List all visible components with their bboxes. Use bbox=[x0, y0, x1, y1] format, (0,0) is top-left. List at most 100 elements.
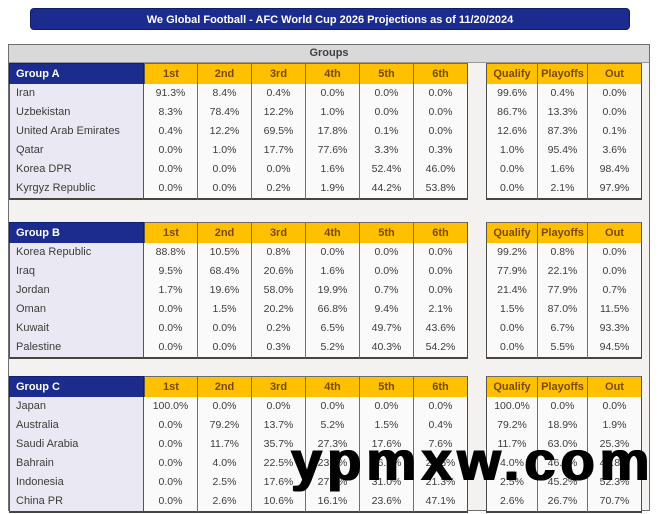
team-row: Indonesia 0.0% 2.5% 17.6% 27.6% 31.0% 21.3% 2.5… bbox=[9, 473, 649, 493]
group-name-cell: Group C bbox=[9, 376, 144, 399]
header-gap-cell bbox=[468, 222, 486, 245]
group-header-row: Group B 1st 2nd 3rd 4th 5th 6th Qualify Playoffs… bbox=[9, 222, 649, 245]
position-cell: 7.6% bbox=[414, 435, 468, 455]
outcome-cell: 0.8% bbox=[538, 243, 588, 263]
position-cell: 0.0% bbox=[360, 397, 414, 417]
position-cell: 17.6% bbox=[252, 473, 306, 493]
position-cell: 100.0% bbox=[144, 397, 198, 417]
outcome-cell: 0.7% bbox=[588, 281, 642, 301]
outcome-cell: 6.7% bbox=[538, 319, 588, 339]
outcome-cell: 1.6% bbox=[538, 160, 588, 180]
position-header-cell: 6th bbox=[414, 222, 468, 245]
position-cell: 1.7% bbox=[144, 281, 198, 301]
outcome-cell: 0.0% bbox=[486, 319, 538, 339]
outcome-cell: 1.0% bbox=[486, 141, 538, 161]
position-cell: 10.6% bbox=[252, 492, 306, 513]
outcome-cell: 13.3% bbox=[538, 103, 588, 123]
outcome-cell: 0.0% bbox=[538, 397, 588, 417]
position-cell: 0.0% bbox=[144, 454, 198, 474]
position-cell: 0.4% bbox=[252, 84, 306, 104]
title-bar: We Global Football - AFC World Cup 2026 … bbox=[30, 8, 630, 30]
row-gap-cell bbox=[468, 122, 486, 142]
position-cell: 9.5% bbox=[144, 262, 198, 282]
group-rows: Korea Republic 88.8% 10.5% 0.8% 0.0% 0.0% 0.0%… bbox=[9, 243, 649, 359]
team-row: Kuwait 0.0% 0.0% 0.2% 6.5% 49.7% 43.6% 0.0% 6.7%… bbox=[9, 319, 649, 339]
outcome-cell: 94.5% bbox=[588, 338, 642, 359]
position-cell: 19.9% bbox=[306, 281, 360, 301]
row-gap-cell bbox=[468, 103, 486, 123]
outcome-header-cell: Playoffs bbox=[538, 222, 588, 245]
position-header-cell: 1st bbox=[144, 222, 198, 245]
position-cell: 0.0% bbox=[306, 84, 360, 104]
position-cell: 0.4% bbox=[144, 122, 198, 142]
position-cell: 68.4% bbox=[198, 262, 252, 282]
position-cell: 0.0% bbox=[360, 262, 414, 282]
position-cell: 12.2% bbox=[198, 122, 252, 142]
group-name-cell: Group A bbox=[9, 63, 144, 86]
position-header-cell: 6th bbox=[414, 376, 468, 399]
team-row: Korea Republic 88.8% 10.5% 0.8% 0.0% 0.0% 0.0%… bbox=[9, 243, 649, 263]
team-name-cell: Australia bbox=[9, 416, 144, 436]
position-cell: 23.6% bbox=[414, 454, 468, 474]
position-cell: 0.0% bbox=[360, 84, 414, 104]
team-row: Korea DPR 0.0% 0.0% 0.0% 1.6% 52.4% 46.0% 0.0% 1… bbox=[9, 160, 649, 180]
position-cell: 0.0% bbox=[198, 160, 252, 180]
group-name-cell: Group B bbox=[9, 222, 144, 245]
outcome-cell: 0.0% bbox=[588, 397, 642, 417]
position-cell: 0.0% bbox=[198, 319, 252, 339]
row-gap-cell bbox=[468, 492, 486, 513]
position-cell: 0.0% bbox=[198, 179, 252, 200]
team-name-cell: Saudi Arabia bbox=[9, 435, 144, 455]
position-cell: 79.2% bbox=[198, 416, 252, 436]
position-cell: 17.6% bbox=[360, 435, 414, 455]
position-cell: 0.0% bbox=[144, 319, 198, 339]
outcome-cell: 0.4% bbox=[538, 84, 588, 104]
team-name-cell: Bahrain bbox=[9, 454, 144, 474]
position-cell: 21.3% bbox=[414, 473, 468, 493]
group-block-group-c: Group C 1st 2nd 3rd 4th 5th 6th Qualify Playoffs… bbox=[9, 376, 649, 513]
outcome-header-cell: Out bbox=[588, 376, 642, 399]
outcome-cell: 1.5% bbox=[486, 300, 538, 320]
team-row: Bahrain 0.0% 4.0% 22.5% 23.7% 26.2% 23.6% 4.0% 4… bbox=[9, 454, 649, 474]
position-header-cell: 1st bbox=[144, 376, 198, 399]
group-gap bbox=[9, 198, 649, 222]
row-gap-cell bbox=[468, 160, 486, 180]
header-gap-cell bbox=[468, 376, 486, 399]
team-row: China PR 0.0% 2.6% 10.6% 16.1% 23.6% 47.1% 2.6%… bbox=[9, 492, 649, 513]
outcome-cell: 79.2% bbox=[486, 416, 538, 436]
outcome-cell: 2.6% bbox=[486, 492, 538, 513]
team-row: Australia 0.0% 79.2% 13.7% 5.2% 1.5% 0.4% 79.2%… bbox=[9, 416, 649, 436]
outcome-cell: 87.3% bbox=[538, 122, 588, 142]
row-gap-cell bbox=[468, 262, 486, 282]
position-cell: 0.0% bbox=[144, 179, 198, 200]
position-cell: 8.4% bbox=[198, 84, 252, 104]
outcome-cell: 0.1% bbox=[588, 122, 642, 142]
position-cell: 0.0% bbox=[414, 122, 468, 142]
team-name-cell: Japan bbox=[9, 397, 144, 417]
position-cell: 49.7% bbox=[360, 319, 414, 339]
position-cell: 0.3% bbox=[252, 338, 306, 359]
group-gap bbox=[9, 357, 649, 376]
position-cell: 6.5% bbox=[306, 319, 360, 339]
position-cell: 0.0% bbox=[144, 435, 198, 455]
position-cell: 78.4% bbox=[198, 103, 252, 123]
group-block-group-b: Group B 1st 2nd 3rd 4th 5th 6th Qualify Playoffs… bbox=[9, 222, 649, 359]
outcome-header-cell: Out bbox=[588, 63, 642, 86]
outcome-cell: 100.0% bbox=[486, 397, 538, 417]
position-cell: 20.6% bbox=[252, 262, 306, 282]
outcome-cell: 18.9% bbox=[538, 416, 588, 436]
row-gap-cell bbox=[468, 179, 486, 200]
position-cell: 11.7% bbox=[198, 435, 252, 455]
position-cell: 2.6% bbox=[198, 492, 252, 513]
team-name-cell: Korea Republic bbox=[9, 243, 144, 263]
position-cell: 19.6% bbox=[198, 281, 252, 301]
outcome-cell: 0.0% bbox=[588, 243, 642, 263]
position-cell: 1.6% bbox=[306, 160, 360, 180]
team-name-cell: Korea DPR bbox=[9, 160, 144, 180]
position-header-cell: 4th bbox=[306, 63, 360, 86]
position-cell: 12.2% bbox=[252, 103, 306, 123]
group-block-group-a: Group A 1st 2nd 3rd 4th 5th 6th Qualify Playoffs… bbox=[9, 63, 649, 200]
team-name-cell: United Arab Emirates bbox=[9, 122, 144, 142]
team-row: United Arab Emirates 0.4% 12.2% 69.5% 17.8% 0… bbox=[9, 122, 649, 142]
position-cell: 52.4% bbox=[360, 160, 414, 180]
